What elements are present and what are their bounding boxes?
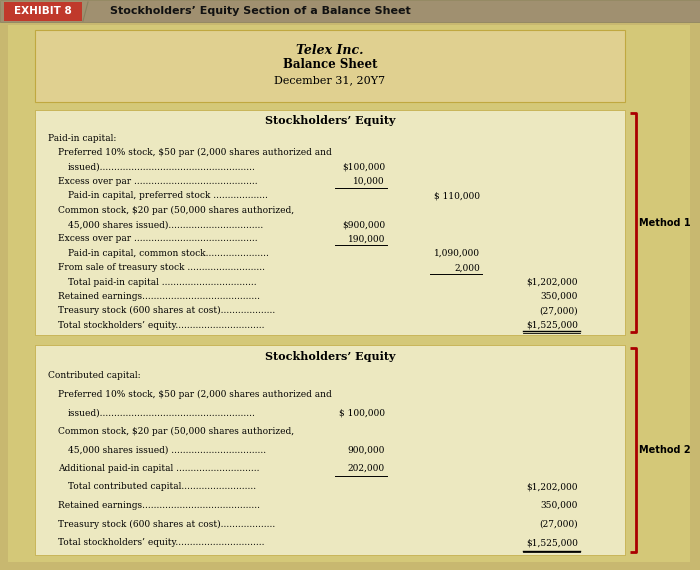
Text: Stockholders’ Equity: Stockholders’ Equity (265, 116, 396, 127)
Text: 900,000: 900,000 (348, 445, 385, 454)
Text: Treasury stock (600 shares at cost)...................: Treasury stock (600 shares at cost).....… (58, 306, 275, 315)
Text: 190,000: 190,000 (348, 234, 385, 243)
Text: Common stock, $20 par (50,000 shares authorized,: Common stock, $20 par (50,000 shares aut… (58, 206, 294, 215)
Text: Preferred 10% stock, $50 par (2,000 shares authorized and: Preferred 10% stock, $50 par (2,000 shar… (58, 148, 332, 157)
Text: issued)......................................................: issued).................................… (68, 162, 256, 172)
Text: EXHIBIT 8: EXHIBIT 8 (14, 6, 72, 17)
Text: 1,090,000: 1,090,000 (434, 249, 480, 258)
Text: Paid-in capital, common stock......................: Paid-in capital, common stock...........… (68, 249, 269, 258)
Text: 202,000: 202,000 (348, 464, 385, 473)
Text: 45,000 shares issued).................................: 45,000 shares issued)...................… (68, 220, 263, 229)
Text: 10,000: 10,000 (354, 177, 385, 186)
FancyBboxPatch shape (35, 110, 625, 335)
Text: 350,000: 350,000 (540, 501, 578, 510)
Text: $100,000: $100,000 (342, 162, 385, 172)
Text: $ 100,000: $ 100,000 (339, 408, 385, 417)
Text: Paid-in capital:: Paid-in capital: (48, 134, 116, 143)
Text: Paid-in capital, preferred stock ...................: Paid-in capital, preferred stock .......… (68, 192, 268, 201)
Text: Retained earnings.........................................: Retained earnings.......................… (58, 501, 260, 510)
Text: $1,202,000: $1,202,000 (526, 278, 578, 287)
Text: Common stock, $20 par (50,000 shares authorized,: Common stock, $20 par (50,000 shares aut… (58, 426, 294, 435)
Text: From sale of treasury stock ...........................: From sale of treasury stock ............… (58, 263, 265, 272)
Text: 45,000 shares issued) .................................: 45,000 shares issued) ..................… (68, 445, 266, 454)
Text: 2,000: 2,000 (454, 263, 480, 272)
Text: issued)......................................................: issued).................................… (68, 408, 256, 417)
Text: Telex Inc.: Telex Inc. (296, 43, 364, 56)
FancyBboxPatch shape (35, 345, 625, 555)
Text: Total contributed capital..........................: Total contributed capital...............… (68, 482, 256, 491)
Text: (27,000): (27,000) (540, 520, 578, 528)
Text: (27,000): (27,000) (540, 306, 578, 315)
Text: Method 2: Method 2 (639, 445, 691, 455)
Text: Excess over par ...........................................: Excess over par ........................… (58, 234, 258, 243)
Text: Retained earnings.........................................: Retained earnings.......................… (58, 292, 260, 301)
FancyBboxPatch shape (4, 2, 82, 21)
Text: Stockholders’ Equity Section of a Balance Sheet: Stockholders’ Equity Section of a Balanc… (110, 6, 411, 17)
Text: $1,202,000: $1,202,000 (526, 482, 578, 491)
Text: $ 110,000: $ 110,000 (434, 192, 480, 201)
Text: Total stockholders’ equity...............................: Total stockholders’ equity..............… (58, 320, 265, 329)
Text: 350,000: 350,000 (540, 292, 578, 301)
Text: Total paid-in capital .................................: Total paid-in capital ..................… (68, 278, 257, 287)
FancyBboxPatch shape (35, 30, 625, 102)
Text: Contributed capital:: Contributed capital: (48, 371, 141, 380)
Text: Method 1: Method 1 (639, 218, 691, 227)
Text: Total stockholders’ equity...............................: Total stockholders’ equity..............… (58, 538, 265, 547)
Text: $1,525,000: $1,525,000 (526, 320, 578, 329)
FancyBboxPatch shape (0, 0, 700, 22)
Text: Stockholders’ Equity: Stockholders’ Equity (265, 351, 396, 361)
FancyBboxPatch shape (8, 25, 690, 562)
Text: Additional paid-in capital .............................: Additional paid-in capital .............… (58, 464, 260, 473)
Text: December 31, 20Y7: December 31, 20Y7 (274, 75, 386, 85)
Text: $1,525,000: $1,525,000 (526, 538, 578, 547)
Text: Preferred 10% stock, $50 par (2,000 shares authorized and: Preferred 10% stock, $50 par (2,000 shar… (58, 389, 332, 398)
Text: Treasury stock (600 shares at cost)...................: Treasury stock (600 shares at cost).....… (58, 520, 275, 529)
Text: Excess over par ...........................................: Excess over par ........................… (58, 177, 258, 186)
Text: $900,000: $900,000 (342, 220, 385, 229)
Text: Balance Sheet: Balance Sheet (283, 59, 377, 71)
